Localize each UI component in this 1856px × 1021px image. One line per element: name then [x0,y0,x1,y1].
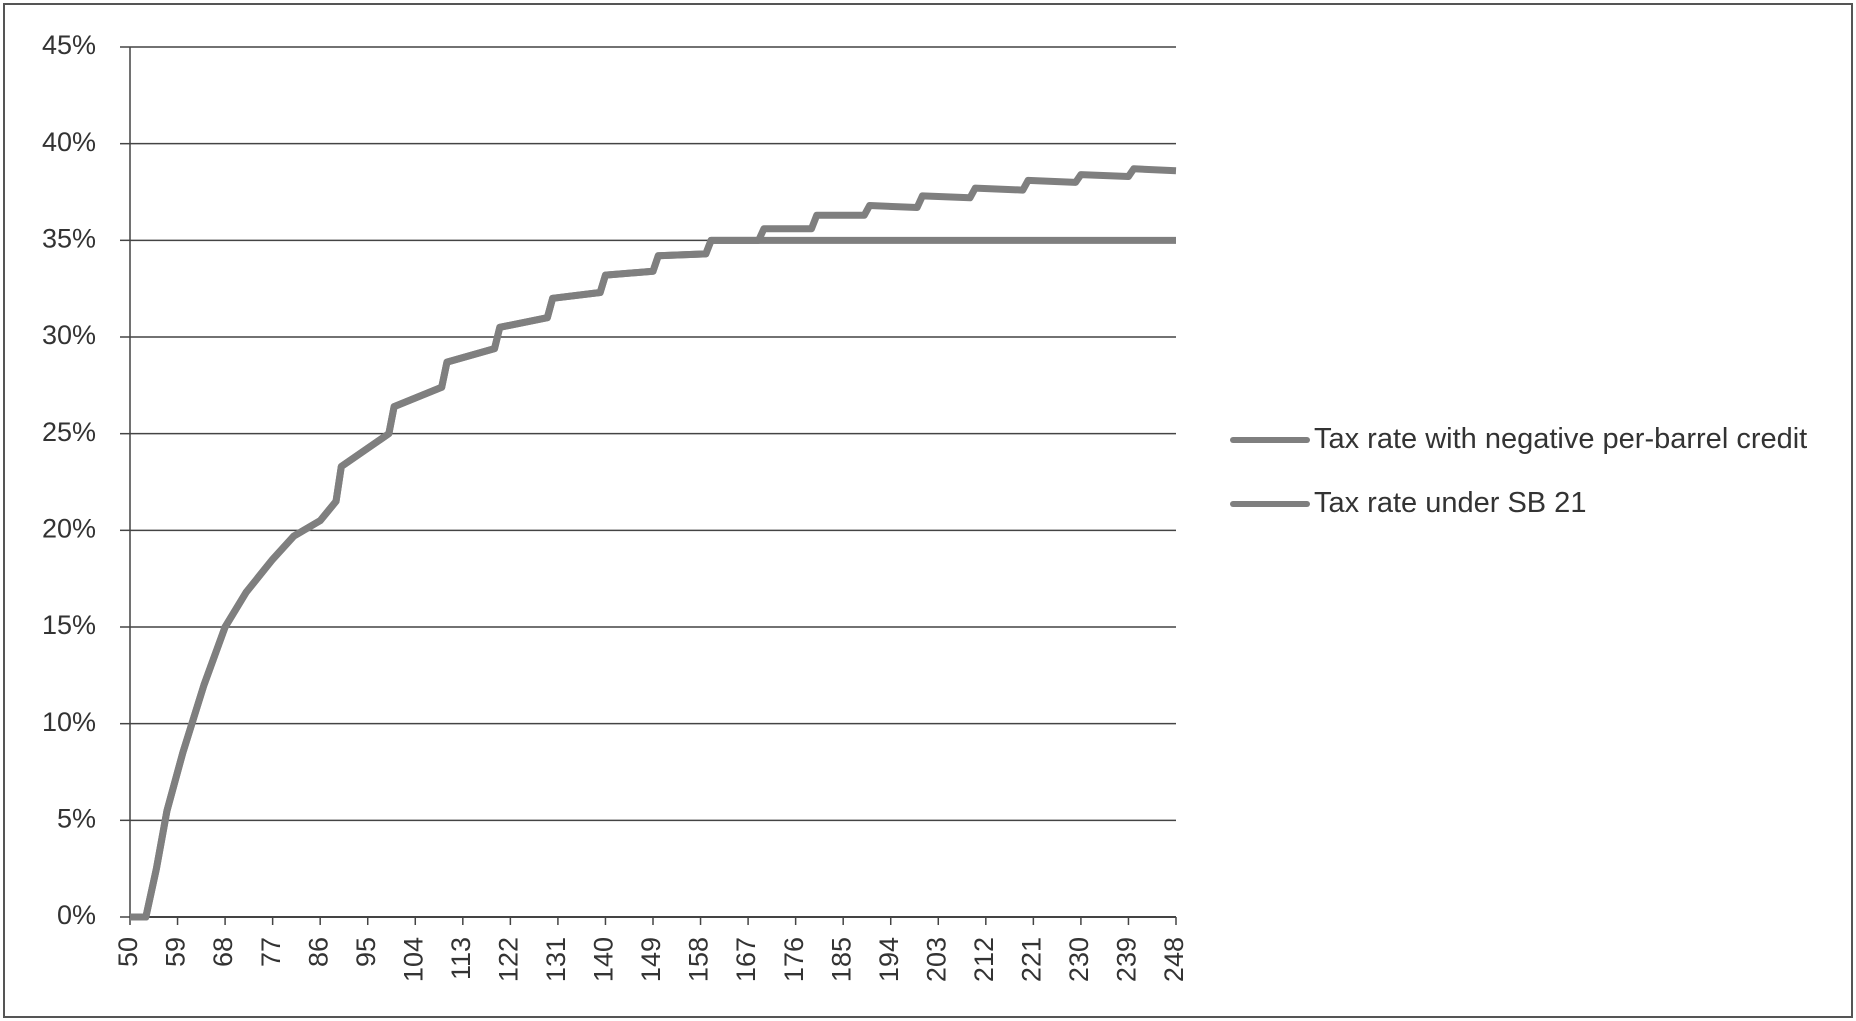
x-tick-label: 176 [779,937,809,982]
x-tick-label: 104 [398,937,428,982]
legend-item: Tax rate with negative per-barrel credit [1230,417,1830,461]
x-tick-label: 203 [921,937,951,982]
series-line [130,236,1176,921]
x-tick-label: 122 [493,937,523,982]
y-tick-label: 20% [42,513,96,543]
x-tick-label: 95 [351,937,381,967]
y-tick-label: 30% [42,320,96,350]
x-tick-label: 194 [874,937,904,982]
y-tick-label: 10% [42,707,96,737]
legend-label: Tax rate under SB 21 [1314,487,1587,519]
x-tick-label: 113 [446,937,476,980]
x-tick-label: 239 [1112,937,1142,982]
x-tick-label: 86 [303,937,333,967]
y-tick-label: 0% [57,900,96,930]
x-tick-label: 167 [731,937,761,982]
y-tick-label: 5% [57,803,96,833]
x-tick-label: 77 [256,937,286,967]
x-tick-label: 212 [969,937,999,982]
x-tick-label: 59 [161,937,191,967]
x-tick-label: 248 [1159,937,1189,982]
x-tick-label: 140 [589,937,619,982]
y-tick-label: 45% [42,30,96,60]
legend: Tax rate with negative per-barrel credit… [1230,417,1830,545]
x-tick-label: 68 [208,937,238,967]
x-tick-label: 149 [636,937,666,982]
x-tick-label: 158 [684,937,714,982]
y-tick-label: 25% [42,417,96,447]
y-tick-label: 15% [42,610,96,640]
legend-label: Tax rate with negative per-barrel credit [1314,423,1808,455]
legend-swatch [1230,501,1310,507]
y-tick-label: 40% [42,127,96,157]
x-tick-label: 50 [113,937,143,967]
legend-item: Tax rate under SB 21 [1230,481,1830,525]
x-tick-label: 131 [541,937,571,982]
frame [3,3,1853,1018]
legend-swatch [1230,437,1310,443]
y-tick-label: 35% [42,223,96,253]
x-tick-label: 185 [826,937,856,982]
x-tick-label: 230 [1064,937,1094,982]
x-tick-label: 221 [1016,937,1046,982]
